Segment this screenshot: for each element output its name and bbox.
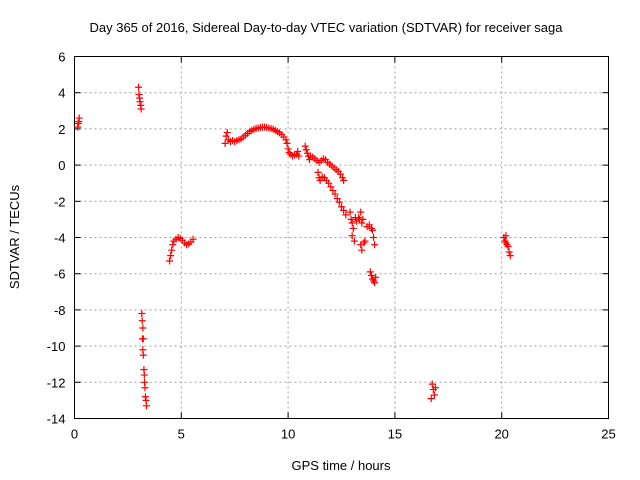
data-point (139, 335, 147, 343)
x-tick-label: 5 (178, 427, 185, 442)
data-point (350, 237, 358, 245)
y-tick-label: 0 (58, 158, 65, 173)
grid (74, 56, 609, 419)
y-tick-label: -10 (47, 339, 66, 354)
data-point (140, 371, 148, 379)
y-tick-label: -6 (54, 267, 66, 282)
y-axis-label: SDTVAR / TECUs (7, 184, 22, 289)
data-point (368, 226, 376, 234)
data-point (222, 132, 230, 140)
data-point (371, 279, 379, 287)
data-point (370, 234, 378, 241)
data-point (335, 198, 343, 206)
data-point (360, 239, 368, 247)
data-point (138, 310, 146, 318)
data-point (283, 139, 291, 147)
data-point (166, 257, 174, 265)
data-point (348, 219, 356, 227)
data-point (75, 114, 83, 122)
data-point (506, 252, 514, 260)
x-axis-label: GPS time / hours (292, 458, 391, 473)
data-point (505, 248, 513, 256)
data-point (365, 221, 373, 229)
data-point (431, 384, 439, 392)
data-points (74, 83, 514, 410)
data-point (294, 148, 302, 156)
data-point (340, 176, 348, 184)
data-point (221, 139, 229, 147)
data-point (301, 142, 309, 150)
data-point (331, 190, 339, 198)
y-tick-label: -14 (47, 412, 66, 427)
data-point (223, 129, 231, 137)
data-point (136, 98, 144, 106)
data-point (357, 208, 365, 216)
y-tick-label: 2 (58, 122, 65, 137)
data-point (342, 211, 350, 219)
data-point (314, 168, 322, 176)
data-point (138, 317, 146, 325)
data-point (74, 123, 82, 131)
data-point (338, 203, 345, 211)
data-point (358, 219, 366, 227)
data-point (348, 232, 356, 240)
data-point (295, 152, 303, 160)
data-point (189, 235, 197, 243)
data-point (168, 246, 176, 254)
data-point (137, 105, 145, 113)
data-point (371, 241, 379, 249)
data-point (428, 380, 436, 388)
data-point (141, 393, 149, 401)
data-point (141, 384, 149, 392)
data-point (367, 272, 375, 280)
data-point (327, 183, 335, 191)
data-point (329, 186, 337, 194)
data-point (430, 391, 438, 399)
data-point (427, 395, 435, 403)
x-tick-label: 10 (281, 427, 295, 442)
data-point (336, 170, 344, 178)
axes-ticks: 0 5 10 15 20 25 -14 -12 -10 -8 -6 -4 -2 0 2 4 6 (47, 50, 616, 442)
data-point (284, 145, 292, 153)
data-point (142, 402, 150, 410)
chart-title: Day 365 of 2016, Sidereal Day-to-day VTE… (89, 20, 563, 35)
data-point (282, 136, 290, 144)
y-tick-label: 6 (58, 50, 65, 65)
data-point (135, 83, 143, 91)
data-point (316, 176, 324, 184)
y-tick-label: -12 (47, 375, 66, 390)
data-point (361, 237, 369, 245)
x-tick-label: 25 (601, 427, 615, 442)
data-point (139, 351, 147, 359)
data-point (372, 273, 380, 281)
data-point (504, 243, 512, 251)
data-point (340, 206, 348, 214)
data-point (502, 232, 510, 240)
data-point (333, 195, 341, 203)
data-point (167, 252, 175, 260)
y-tick-label: -2 (54, 194, 66, 209)
data-point (357, 241, 365, 249)
data-point (358, 246, 366, 254)
y-tick-label: 4 (58, 86, 65, 101)
y-tick-label: -8 (54, 303, 66, 318)
data-point (169, 241, 177, 249)
data-point (347, 215, 355, 223)
x-tick-label: 0 (71, 427, 78, 442)
data-point (139, 324, 147, 332)
data-point (302, 146, 310, 154)
y-tick-label: -4 (54, 231, 66, 246)
data-point (135, 91, 143, 99)
data-point (325, 179, 333, 187)
data-point (349, 224, 357, 232)
x-tick-label: 15 (388, 427, 402, 442)
data-point (359, 215, 367, 223)
data-point (346, 208, 354, 216)
x-tick-label: 20 (494, 427, 508, 442)
data-point (366, 268, 374, 276)
